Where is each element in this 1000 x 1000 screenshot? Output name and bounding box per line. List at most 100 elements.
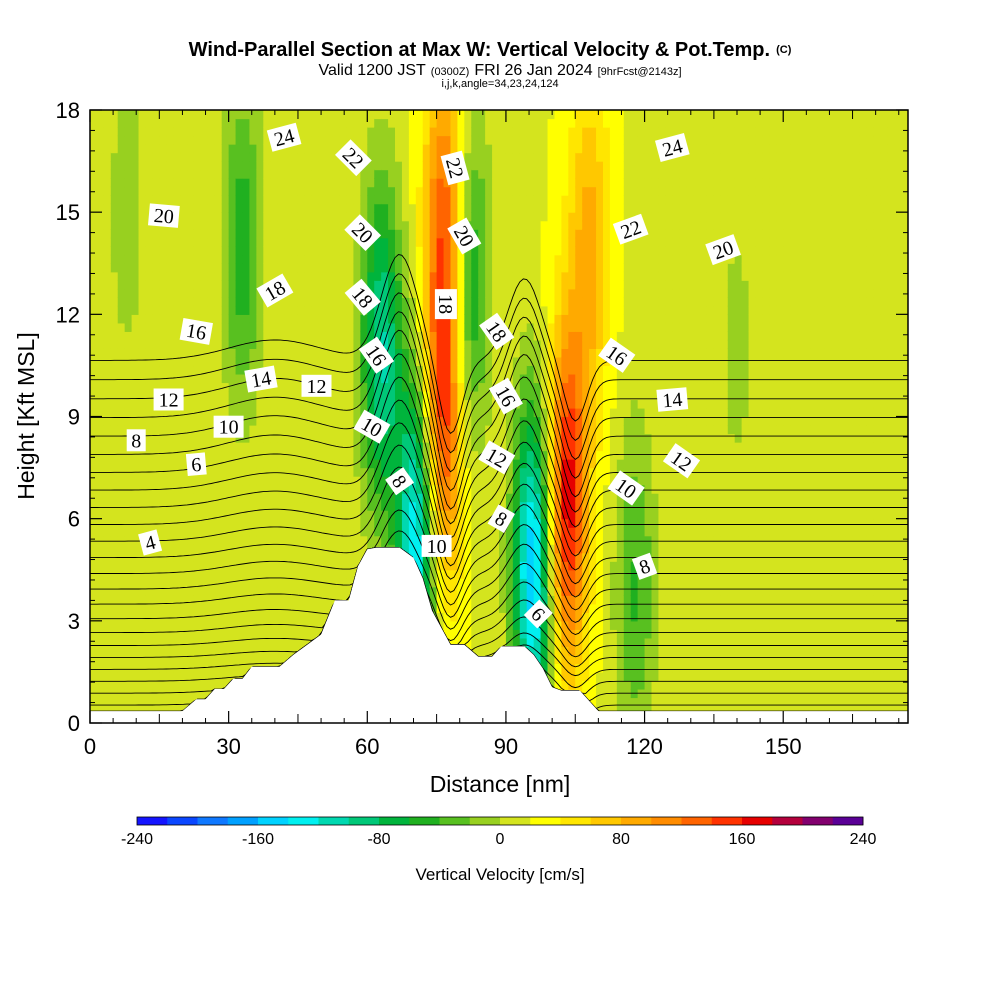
velocity-cell xyxy=(318,416,327,426)
velocity-cell xyxy=(547,212,556,222)
velocity-cell xyxy=(297,118,306,128)
velocity-cell xyxy=(353,127,361,137)
velocity-cell xyxy=(284,518,292,528)
velocity-cell xyxy=(145,203,153,213)
velocity-cell xyxy=(422,459,431,469)
velocity-cell xyxy=(505,322,514,332)
velocity-cell xyxy=(242,195,251,205)
velocity-cell xyxy=(270,152,278,162)
velocity-cell xyxy=(311,127,320,137)
velocity-cell xyxy=(138,663,147,673)
velocity-cell xyxy=(242,646,251,656)
velocity-cell xyxy=(200,493,209,503)
velocity-cell xyxy=(367,271,375,281)
velocity-cell xyxy=(519,161,528,171)
velocity-cell xyxy=(485,305,493,315)
velocity-cell xyxy=(117,637,126,647)
velocity-cell xyxy=(96,425,105,435)
velocity-cell xyxy=(96,127,105,137)
velocity-cell xyxy=(200,399,209,409)
velocity-cell xyxy=(159,620,167,630)
velocity-cell xyxy=(478,476,486,486)
velocity-cell xyxy=(540,390,549,401)
velocity-cell xyxy=(471,578,479,588)
velocity-cell xyxy=(152,561,160,571)
velocity-cell xyxy=(388,110,396,120)
velocity-cell xyxy=(450,586,459,596)
velocity-cell xyxy=(242,186,251,196)
velocity-cell xyxy=(443,178,452,188)
velocity-cell xyxy=(207,527,216,537)
velocity-cell xyxy=(277,110,285,120)
velocity-cell xyxy=(339,254,348,264)
velocity-cell xyxy=(152,178,160,188)
velocity-cell xyxy=(173,322,181,332)
velocity-cell xyxy=(408,110,417,120)
velocity-cell xyxy=(519,263,528,273)
velocity-cell xyxy=(367,161,375,171)
velocity-cell xyxy=(499,595,507,605)
velocity-cell xyxy=(367,203,375,213)
velocity-cell xyxy=(173,697,181,707)
velocity-cell xyxy=(325,110,334,120)
velocity-cell xyxy=(291,510,299,520)
velocity-cell xyxy=(221,373,230,384)
velocity-cell xyxy=(124,416,133,426)
velocity-cell xyxy=(443,578,452,588)
velocity-cell xyxy=(450,629,459,639)
velocity-cell xyxy=(124,348,133,358)
velocity-cell xyxy=(187,305,195,315)
velocity-cell xyxy=(96,203,105,213)
velocity-cell xyxy=(568,646,576,656)
velocity-cell xyxy=(214,212,223,222)
velocity-cell xyxy=(228,390,237,401)
velocity-cell xyxy=(263,476,271,486)
velocity-cell xyxy=(173,110,181,120)
velocity-cell xyxy=(263,586,271,596)
velocity-cell xyxy=(429,552,438,562)
velocity-cell xyxy=(110,654,119,665)
velocity-cell xyxy=(554,671,562,682)
velocity-cell xyxy=(200,118,209,128)
velocity-cell xyxy=(332,118,341,128)
velocity-cell xyxy=(180,467,188,477)
velocity-cell xyxy=(533,399,542,409)
velocity-cell xyxy=(124,339,133,349)
velocity-cell xyxy=(415,425,424,435)
velocity-cell xyxy=(297,450,306,460)
velocity-cell xyxy=(492,144,500,154)
velocity-cell xyxy=(138,271,147,281)
velocity-cell xyxy=(471,637,479,647)
velocity-cell xyxy=(173,663,181,673)
velocity-cell xyxy=(242,263,251,273)
velocity-cell xyxy=(540,373,549,384)
velocity-cell xyxy=(173,637,181,647)
velocity-cell xyxy=(554,586,562,596)
velocity-cell xyxy=(207,586,216,596)
velocity-cell xyxy=(214,169,223,179)
velocity-cell xyxy=(457,135,465,145)
velocity-cell xyxy=(291,476,299,486)
velocity-cell xyxy=(131,399,140,409)
velocity-cell xyxy=(166,152,174,162)
velocity-cell xyxy=(471,569,479,579)
velocity-cell xyxy=(311,493,320,503)
velocity-cell xyxy=(540,484,549,494)
velocity-cell xyxy=(277,186,285,196)
velocity-cell xyxy=(152,356,160,367)
velocity-cell xyxy=(512,518,521,528)
velocity-cell xyxy=(568,680,576,690)
velocity-cell xyxy=(270,212,278,222)
velocity-cell xyxy=(159,254,167,264)
velocity-cell xyxy=(395,229,403,239)
velocity-cell xyxy=(249,450,257,460)
velocity-cell xyxy=(395,297,403,307)
velocity-cell xyxy=(131,373,140,384)
velocity-cell xyxy=(436,612,445,622)
velocity-cell xyxy=(263,356,271,367)
velocity-cell xyxy=(187,399,195,409)
velocity-cell xyxy=(547,322,556,332)
velocity-cell xyxy=(471,501,479,511)
velocity-cell xyxy=(450,382,459,392)
velocity-cell xyxy=(297,407,306,418)
